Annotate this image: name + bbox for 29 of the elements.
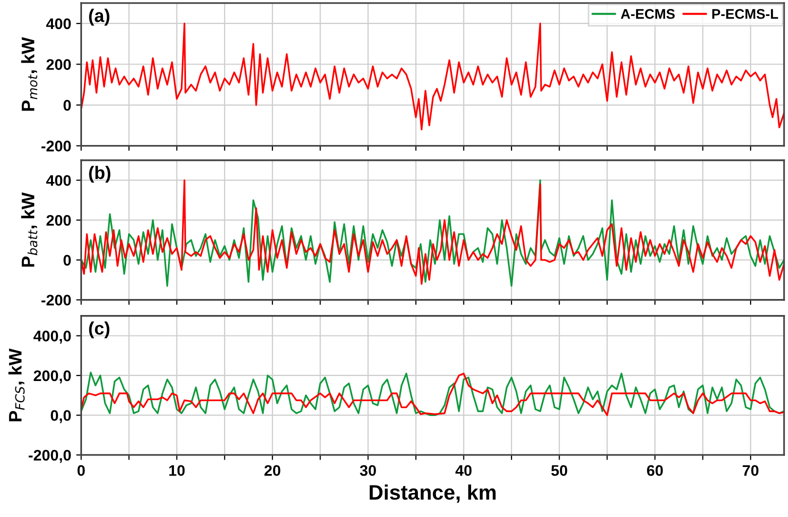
y-axis-title: P$_{FCS}$, kW <box>8 348 25 422</box>
annotation: (b) <box>89 166 110 183</box>
y-tick-label: 200 <box>46 59 71 70</box>
y-tick-label: 400 <box>46 175 71 186</box>
x-tick-label: 30 <box>360 465 376 476</box>
x-tick-label: 10 <box>169 465 185 476</box>
y-tick-label: 200,0 <box>34 370 71 384</box>
y-axis-title: P$_{batt}$, kW <box>21 192 38 267</box>
y-axis-title: P$_{mot}$, kW <box>21 37 38 111</box>
annotation: (c) <box>89 321 110 338</box>
y-tick-label: 0 <box>64 254 71 266</box>
y-tick-label: -200,0 <box>28 450 71 463</box>
x-axis-title: Distance, km <box>370 484 496 503</box>
x-tick-label: 70 <box>742 465 758 476</box>
y-tick-label: 0 <box>64 100 71 111</box>
y-tick-label: 400 <box>46 18 71 30</box>
annotation: (a) <box>89 8 110 26</box>
y-tick-label: 200 <box>46 214 71 226</box>
x-tick-label: 50 <box>551 465 568 476</box>
y-tick-label: -200 <box>41 140 71 152</box>
x-tick-label: 60 <box>647 465 663 476</box>
legend-label: A-ECMS <box>620 9 675 19</box>
y-tick-label: 400,0 <box>33 330 71 344</box>
y-tick-label: -200 <box>41 294 71 306</box>
x-tick-label: 20 <box>264 465 280 476</box>
x-tick-label: 0 <box>78 465 85 476</box>
y-tick-label: 0,0 <box>50 410 71 424</box>
legend-label: P-ECMS-L <box>712 9 778 19</box>
x-tick-label: 40 <box>455 465 472 476</box>
